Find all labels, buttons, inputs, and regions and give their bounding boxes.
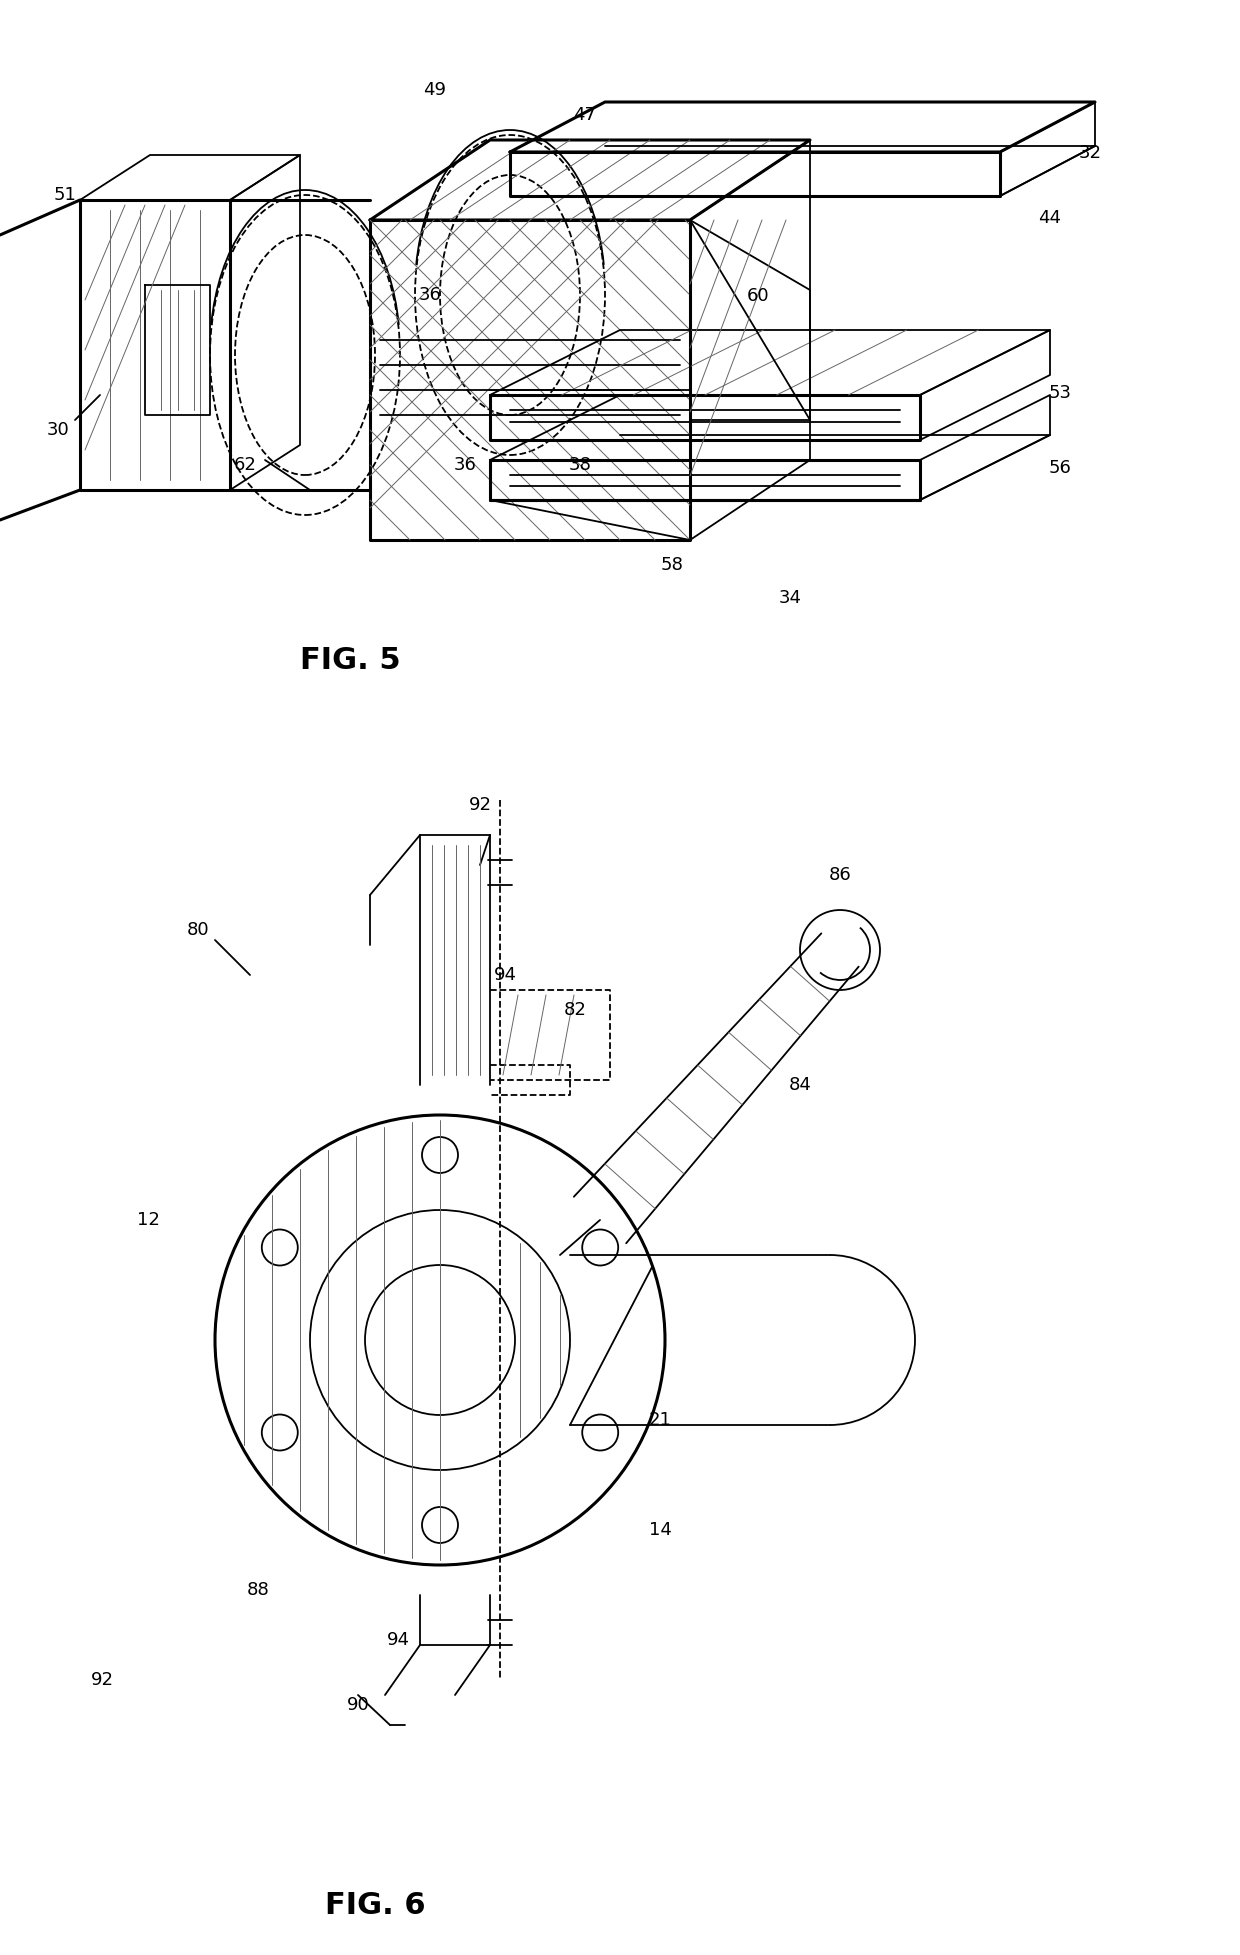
Text: 32: 32 <box>1079 145 1101 162</box>
Text: 62: 62 <box>233 456 257 473</box>
Text: FIG. 5: FIG. 5 <box>300 645 401 674</box>
Text: 92: 92 <box>469 796 491 813</box>
Text: 86: 86 <box>828 866 852 884</box>
Text: 58: 58 <box>661 555 683 575</box>
Text: 30: 30 <box>47 420 69 440</box>
Text: 56: 56 <box>1049 459 1071 477</box>
Text: 36: 36 <box>419 285 441 303</box>
Text: 82: 82 <box>563 1001 587 1019</box>
Text: 34: 34 <box>779 588 801 606</box>
Text: 21: 21 <box>649 1412 671 1429</box>
Text: 12: 12 <box>136 1210 160 1230</box>
Text: 80: 80 <box>187 921 210 938</box>
Text: 94: 94 <box>494 966 517 983</box>
Text: 60: 60 <box>746 287 769 305</box>
Text: 53: 53 <box>1049 383 1071 403</box>
Text: 38: 38 <box>569 456 591 473</box>
Text: 44: 44 <box>1039 209 1061 227</box>
Text: 94: 94 <box>387 1630 409 1648</box>
Text: FIG. 6: FIG. 6 <box>325 1890 425 1920</box>
Text: 84: 84 <box>789 1075 811 1095</box>
Text: 92: 92 <box>91 1672 114 1689</box>
Text: 90: 90 <box>347 1697 370 1715</box>
Text: 14: 14 <box>649 1521 671 1539</box>
Text: 49: 49 <box>424 80 446 100</box>
Text: 36: 36 <box>454 456 476 473</box>
Text: 51: 51 <box>53 186 77 203</box>
Text: 47: 47 <box>573 106 596 123</box>
Text: 88: 88 <box>247 1582 269 1599</box>
